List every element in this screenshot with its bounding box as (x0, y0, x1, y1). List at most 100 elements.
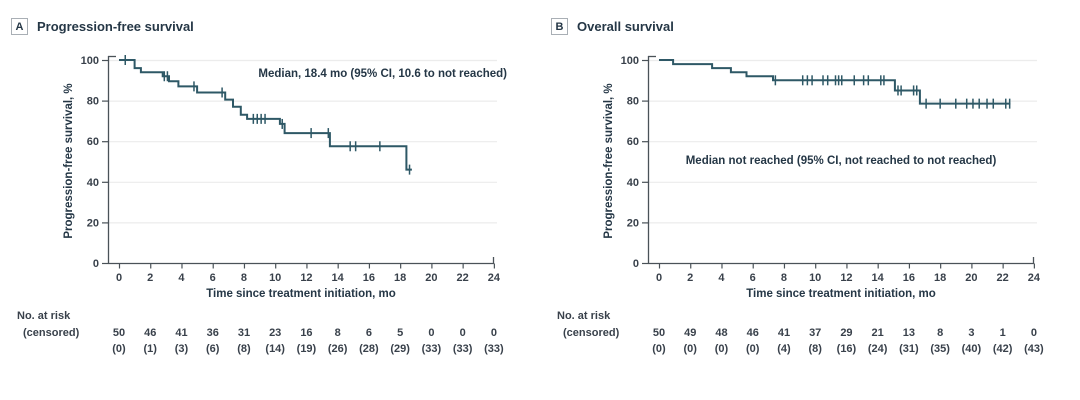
censored-count: (29) (390, 343, 410, 355)
censored-count: (4) (777, 343, 791, 355)
at-risk-count: 49 (684, 327, 697, 339)
svg-text:40: 40 (87, 177, 99, 189)
svg-text:80: 80 (87, 96, 99, 108)
at-risk-count: 29 (840, 327, 853, 339)
censored-count: (0) (714, 343, 729, 355)
panel-a-median-annotation: Median, 18.4 mo (95% CI, 10.6 to not rea… (258, 68, 507, 80)
svg-text:60: 60 (87, 136, 99, 148)
panel-progression-free-survival: 0 20 40 60 80 100 0 2 4 6 8 10 12 14 16 18 20 22 24 A Prog… (0, 18, 540, 357)
svg-text:24: 24 (488, 272, 501, 284)
panel-b-header: B Overall survival (551, 18, 674, 35)
at-risk-count: 8 (937, 327, 944, 339)
svg-text:60: 60 (627, 136, 639, 148)
censored-count: (33) (452, 343, 473, 355)
censored-count: (33) (484, 343, 504, 355)
panel-b-y-axis-label: Progression-free survival, % (603, 83, 615, 239)
svg-text:10: 10 (269, 272, 281, 284)
censored-count: (14) (265, 343, 285, 355)
svg-text:8: 8 (781, 272, 787, 284)
svg-text:22: 22 (457, 272, 469, 284)
at-risk-count: 46 (746, 327, 759, 339)
x-tick-labels: 0 2 4 6 8 10 12 14 16 18 20 22 24 (116, 272, 501, 284)
at-risk-count: 0 (428, 327, 435, 339)
at-risk-count: 37 (809, 327, 822, 339)
svg-text:4: 4 (718, 272, 725, 284)
censored-count: (19) (296, 343, 317, 355)
axes (647, 55, 1035, 265)
censored-count: (33) (421, 343, 442, 355)
censored-count: (3) (174, 343, 189, 355)
at-risk-count: 8 (334, 327, 341, 339)
censored-count: (8) (808, 343, 822, 355)
panel-b-x-axis-label: Time since treatment initiation, mo (746, 288, 936, 300)
svg-text:20: 20 (627, 217, 639, 229)
at-risk-count: 21 (871, 327, 884, 339)
svg-text:14: 14 (872, 272, 885, 284)
censored-count: (0) (112, 343, 126, 355)
survival-curve (659, 59, 1011, 105)
svg-text:40: 40 (627, 177, 639, 189)
censored-count: (6) (205, 343, 220, 355)
panel-b-censored-header: (censored) (563, 327, 620, 339)
axes (107, 55, 495, 265)
svg-text:100: 100 (81, 55, 99, 67)
y-tick-labels: 0 20 40 60 80 100 (81, 55, 99, 270)
at-risk-count: 6 (365, 327, 372, 339)
survival-curve (119, 59, 412, 171)
at-risk-count: 36 (206, 327, 219, 339)
svg-text:6: 6 (210, 272, 216, 284)
panel-a-letter-badge: A (11, 18, 28, 35)
at-risk-count: 16 (300, 327, 313, 339)
svg-text:6: 6 (750, 272, 756, 284)
censored-count: (35) (930, 343, 950, 355)
at-risk-count: 13 (902, 327, 916, 339)
panel-a-x-axis-label: Time since treatment initiation, mo (206, 288, 396, 300)
svg-text:0: 0 (633, 258, 639, 270)
svg-text:100: 100 (621, 55, 639, 67)
panel-a-header: A Progression-free survival (11, 18, 194, 35)
svg-text:18: 18 (394, 272, 406, 284)
censored-count: (0) (683, 343, 697, 355)
censored-count: (16) (836, 343, 857, 355)
censored-count: (8) (237, 343, 251, 355)
panel-b-letter-badge: B (551, 18, 568, 35)
at-risk-count: 5 (397, 327, 404, 339)
at-risk-count: 0 (1030, 327, 1037, 339)
panel-a-at-risk-row: 50 46 41 36 31 23 16 8 6 5 0 0 0 (0, 327, 540, 341)
svg-text:20: 20 (425, 272, 437, 284)
svg-text:20: 20 (965, 272, 977, 284)
gridlines (108, 59, 497, 224)
censored-count: (42) (992, 343, 1013, 355)
censored-count: (40) (961, 343, 982, 355)
at-risk-count: 41 (175, 327, 188, 339)
svg-text:10: 10 (809, 272, 821, 284)
panel-a-censored-row: (0) (1) (3) (6) (8) (14) (19) (26) (28) (29) (33) (… (0, 343, 540, 357)
at-risk-count: 3 (968, 327, 975, 339)
panel-b-median-annotation: Median not reached (95% CI, not reached … (685, 155, 997, 167)
at-risk-count: 31 (237, 327, 251, 339)
panel-a-censored-header: (censored) (23, 327, 80, 339)
at-risk-count: 0 (459, 327, 466, 339)
svg-text:16: 16 (903, 272, 915, 284)
gridlines (648, 59, 1037, 224)
censor-marks (124, 55, 411, 175)
svg-text:14: 14 (332, 272, 345, 284)
panel-a-title: Progression-free survival (37, 19, 194, 34)
svg-text:0: 0 (93, 258, 99, 270)
at-risk-count: 50 (652, 327, 666, 339)
svg-text:12: 12 (840, 272, 852, 284)
svg-text:18: 18 (934, 272, 946, 284)
censored-count: (0) (652, 343, 666, 355)
svg-text:0: 0 (656, 272, 662, 284)
svg-text:24: 24 (1028, 272, 1041, 284)
svg-text:4: 4 (178, 272, 185, 284)
at-risk-count: 1 (999, 327, 1006, 339)
panel-overall-survival: 0 20 40 60 80 100 0 2 4 6 8 10 12 14 16 18 20 22 24 B Over… (540, 0, 1080, 400)
at-risk-count: 23 (269, 327, 282, 339)
at-risk-count: 41 (777, 327, 791, 339)
svg-text:22: 22 (997, 272, 1009, 284)
svg-text:80: 80 (627, 96, 639, 108)
